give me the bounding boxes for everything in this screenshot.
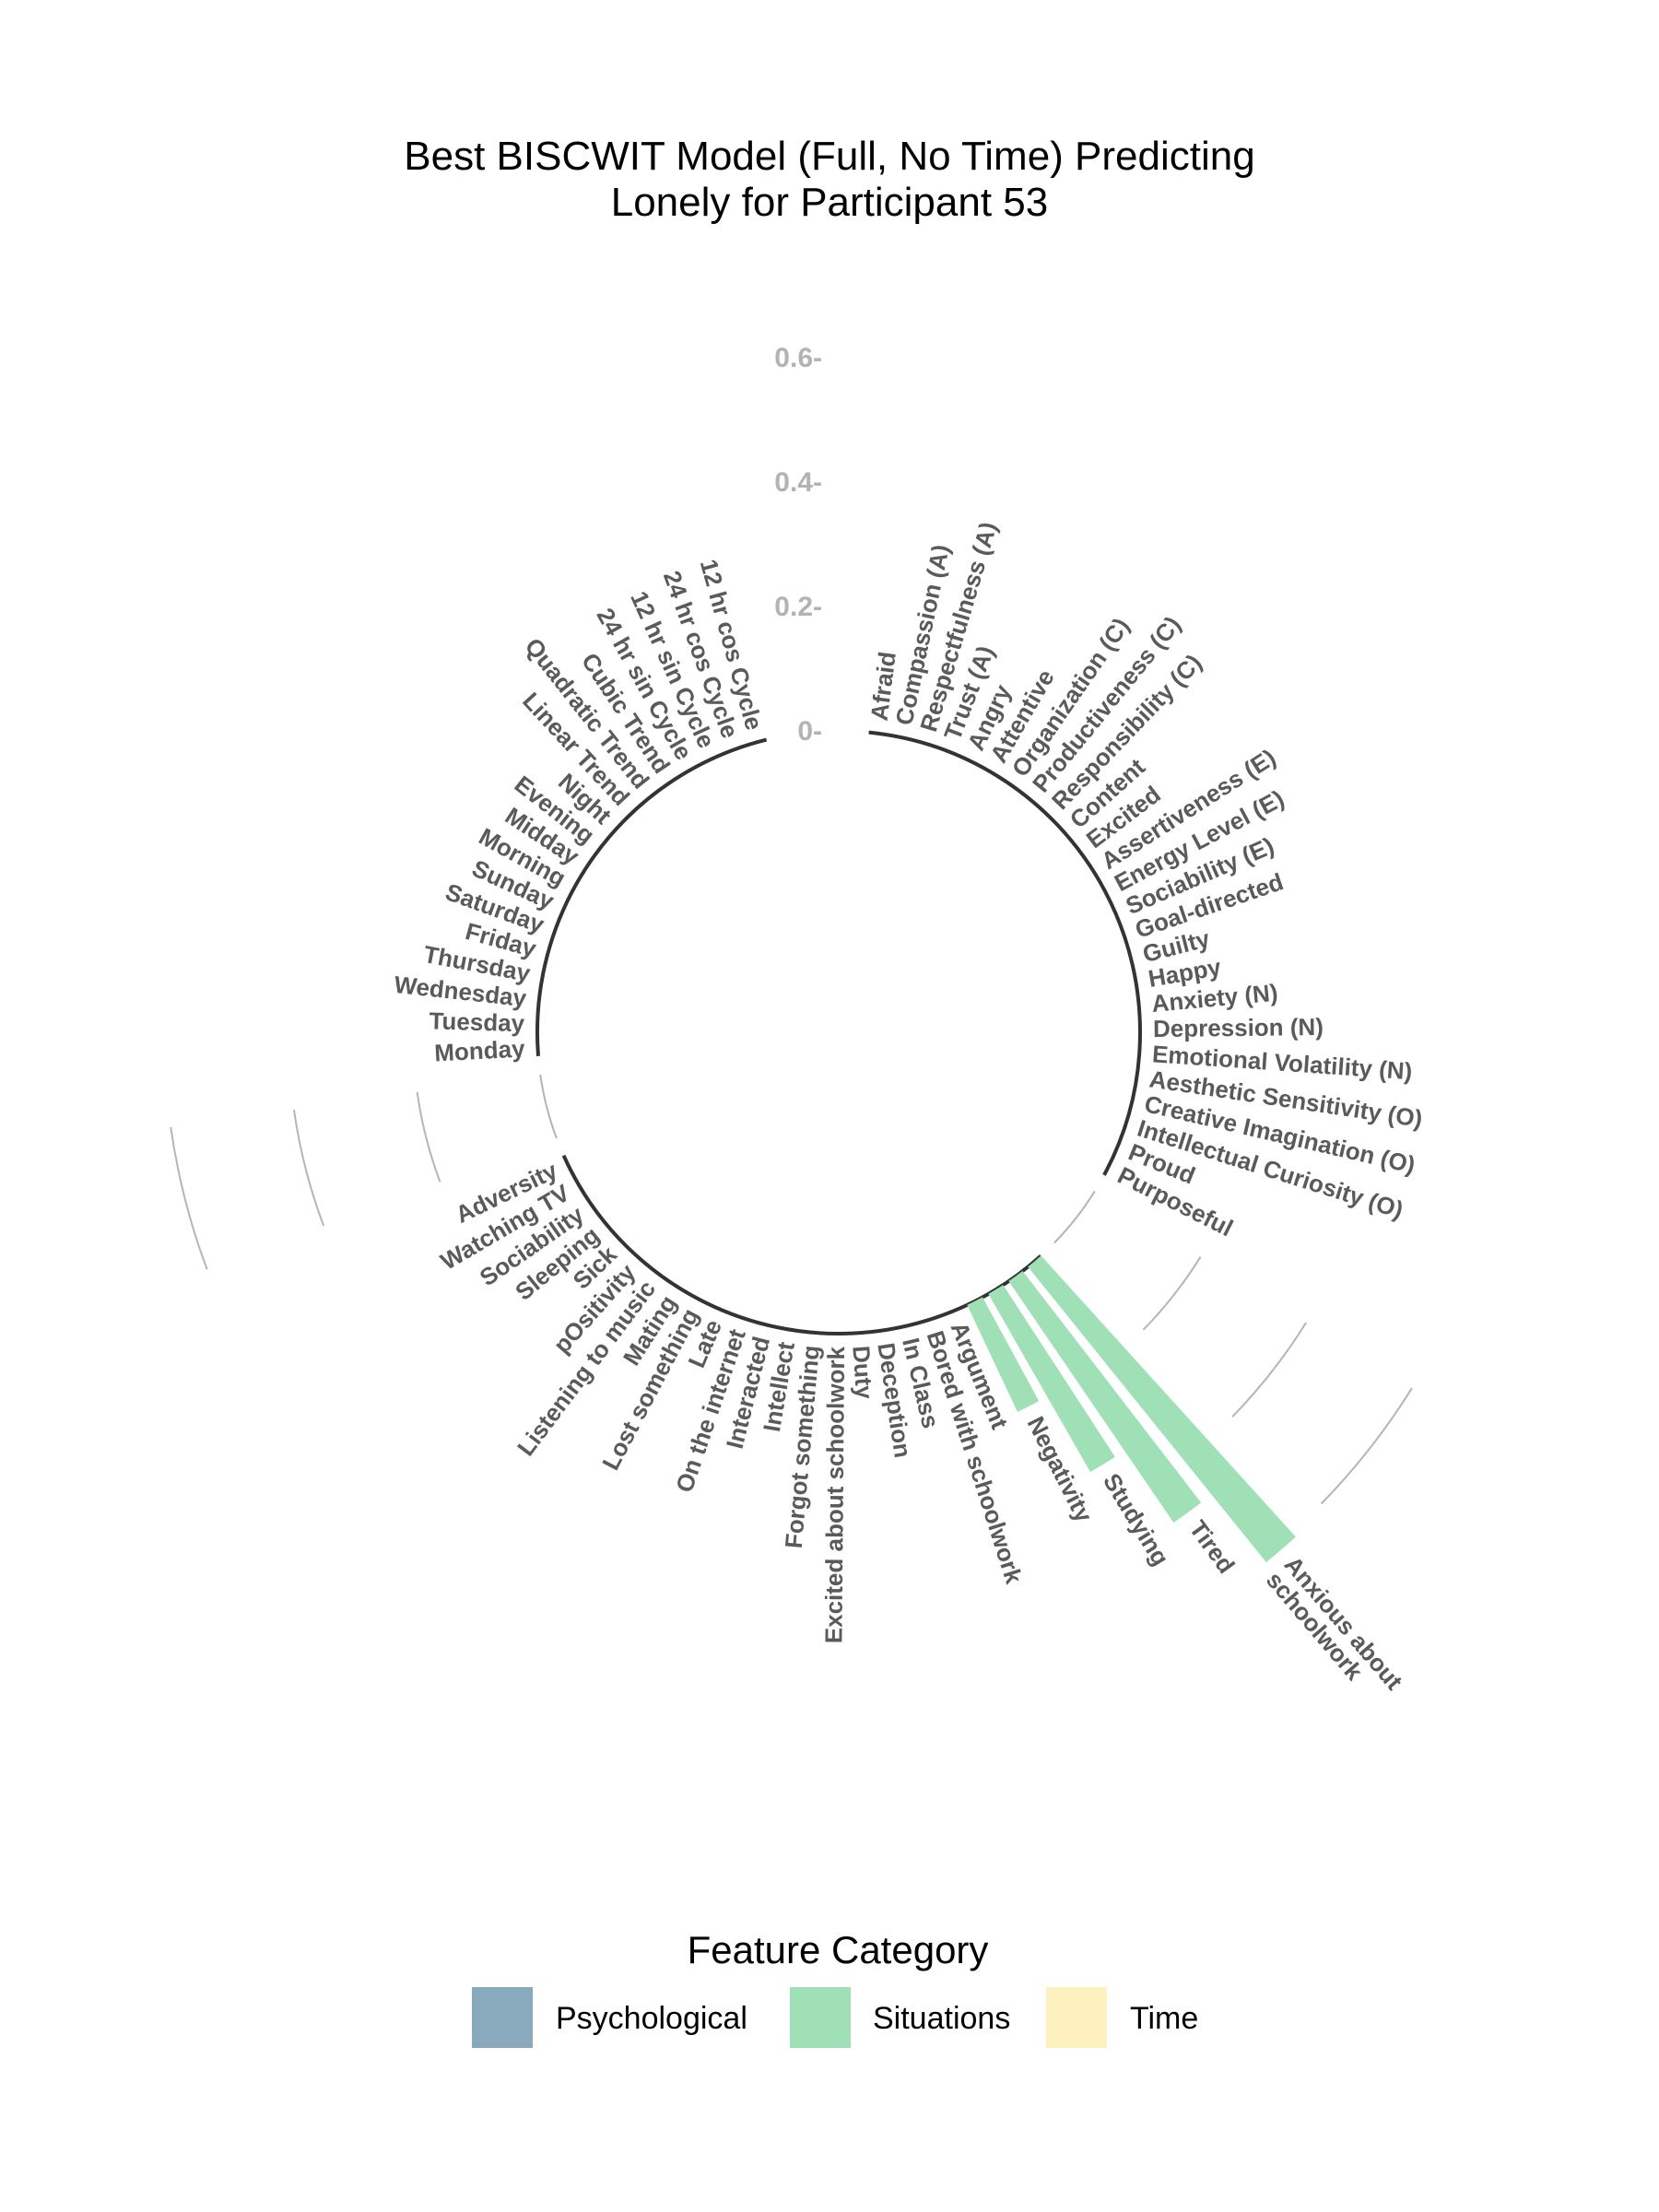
legend-label-time: Time — [1130, 2001, 1198, 2036]
feature-label-tired: Tired — [1183, 1515, 1240, 1579]
legend-label-psychological: Psychological — [556, 2001, 747, 2036]
baseline-arc-psychological — [868, 730, 1142, 1176]
feature-label-tuesday: Tuesday — [429, 1006, 525, 1037]
feature-label-duty: Duty — [847, 1345, 878, 1400]
legend-swatch-situations — [790, 1987, 851, 2048]
bar-negativity — [967, 1297, 1040, 1412]
grid-arc-b-3 — [1320, 1387, 1413, 1505]
legend-swatch-time — [1046, 1987, 1107, 2048]
grid-arc-0 — [539, 1074, 558, 1139]
grid-arc-b-1 — [1142, 1256, 1202, 1331]
bar-tired — [1008, 1271, 1202, 1524]
feature-label-monday: Monday — [434, 1034, 526, 1066]
feature-label-excited-about-schoolwork: Excited about schoolwork — [819, 1346, 850, 1643]
bar-studying — [988, 1285, 1115, 1473]
grid-arc-3 — [170, 1126, 208, 1270]
grid-arc-1 — [416, 1091, 441, 1182]
chart-title-line-2: Lonely for Participant 53 — [611, 180, 1049, 225]
legend-label-situations: Situations — [873, 2001, 1010, 2036]
grid-arc-b-0 — [1053, 1190, 1096, 1244]
y-tick-label-3: 0.6- — [774, 343, 822, 373]
legend-swatch-psychological — [472, 1987, 533, 2048]
grid-arc-2 — [292, 1109, 325, 1227]
y-tick-label-0: 0- — [797, 716, 822, 747]
y-tick-label-2: 0.4- — [774, 467, 822, 498]
baseline-arc-situations — [561, 1154, 1042, 1336]
legend-item-time: Time — [1046, 1987, 1198, 2048]
y-tick-label-1: 0.2- — [774, 592, 822, 622]
legend-item-situations: Situations — [790, 1987, 1010, 2048]
chart-title-line-1: Best BISCWIT Model (Full, No Time) Predi… — [404, 134, 1254, 179]
legend-title: Feature Category — [688, 1928, 989, 1971]
legend-item-psychological: Psychological — [472, 1987, 747, 2048]
baseline-arc-time — [535, 737, 768, 1056]
feature-label-anxious-about-schoolwork: Anxious aboutschoolwork — [1261, 1550, 1408, 1711]
feature-label-depression-n: Depression (N) — [1153, 1013, 1324, 1042]
bar-anxious-about-schoolwork — [1028, 1255, 1296, 1563]
grid-arc-b-2 — [1231, 1322, 1308, 1418]
